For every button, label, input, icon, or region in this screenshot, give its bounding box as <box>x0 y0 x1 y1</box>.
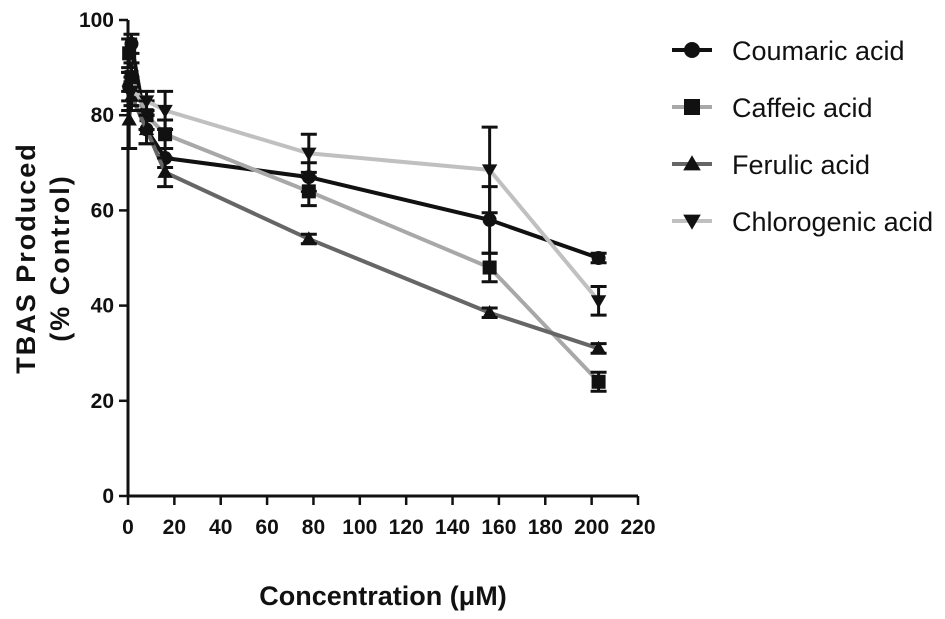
legend-marker <box>684 42 700 58</box>
x-axis-label: Concentration (μM) <box>259 581 507 611</box>
legend-item: Ferulic acid <box>672 150 870 180</box>
data-point <box>157 104 173 119</box>
x-tick-label: 60 <box>255 516 278 539</box>
legend-label: Ferulic acid <box>732 150 870 180</box>
legend: Coumaric acid Caffeic acid Ferulic acid Chl… <box>672 36 933 237</box>
data-point <box>138 121 155 136</box>
data-point <box>590 295 607 309</box>
x-tick-label: 120 <box>389 516 424 539</box>
x-tick-label: 100 <box>342 516 377 539</box>
y-axis-label: TBAS Produced (% Control) <box>11 142 75 374</box>
data-point <box>591 251 606 265</box>
legend-item: Coumaric acid <box>672 36 905 66</box>
data-point <box>123 85 140 100</box>
y-tick-label: 80 <box>91 104 114 127</box>
series-caffeic-acid <box>121 37 607 393</box>
data-point <box>481 305 498 319</box>
y-tick-label: 20 <box>91 390 114 413</box>
x-tick-label: 0 <box>122 516 134 539</box>
data-point <box>482 260 497 275</box>
x-tick-label: 40 <box>209 516 232 539</box>
x-tick-label: 160 <box>481 516 516 539</box>
y-axis-label-line2: (% Control) <box>45 174 75 341</box>
plot-area <box>121 32 607 393</box>
series-coumaric-acid <box>121 32 607 265</box>
series-line <box>127 43 600 260</box>
data-point <box>121 112 137 126</box>
y-ticks: 0 20 40 60 80 100 <box>79 9 128 508</box>
x-tick-label: 20 <box>163 516 186 539</box>
y-axis-label-line1: TBAS Produced <box>11 142 41 374</box>
data-point <box>590 340 607 355</box>
legend-marker <box>683 214 701 230</box>
data-point <box>122 46 137 61</box>
legend-marker <box>684 99 700 115</box>
series-chlorogenic-acid <box>121 70 607 317</box>
x-tick-label: 200 <box>574 516 609 539</box>
data-point <box>301 184 316 199</box>
x-ticks: 0 20 40 60 80 100 120 140 160 180 200 220 <box>122 496 656 539</box>
legend-marker <box>683 155 701 171</box>
x-tick-label: 140 <box>435 516 470 539</box>
data-point <box>591 374 606 389</box>
legend-label: Chlorogenic acid <box>732 207 933 237</box>
legend-item: Chlorogenic acid <box>672 207 933 237</box>
x-tick-label: 180 <box>528 516 563 539</box>
x-tick-label: 80 <box>302 516 325 539</box>
legend-label: Coumaric acid <box>732 36 905 66</box>
x-tick-label: 220 <box>620 516 655 539</box>
data-point <box>157 164 173 178</box>
data-point <box>301 147 317 161</box>
series-line <box>129 89 601 303</box>
data-point <box>482 212 497 227</box>
data-point <box>301 231 317 245</box>
y-tick-label: 60 <box>91 199 114 222</box>
legend-item: Caffeic acid <box>672 93 873 123</box>
legend-label: Caffeic acid <box>732 93 873 123</box>
data-point <box>138 95 155 109</box>
data-point <box>481 164 498 178</box>
y-tick-label: 100 <box>79 9 114 32</box>
y-tick-label: 0 <box>102 485 114 508</box>
y-tick-label: 40 <box>91 295 114 318</box>
